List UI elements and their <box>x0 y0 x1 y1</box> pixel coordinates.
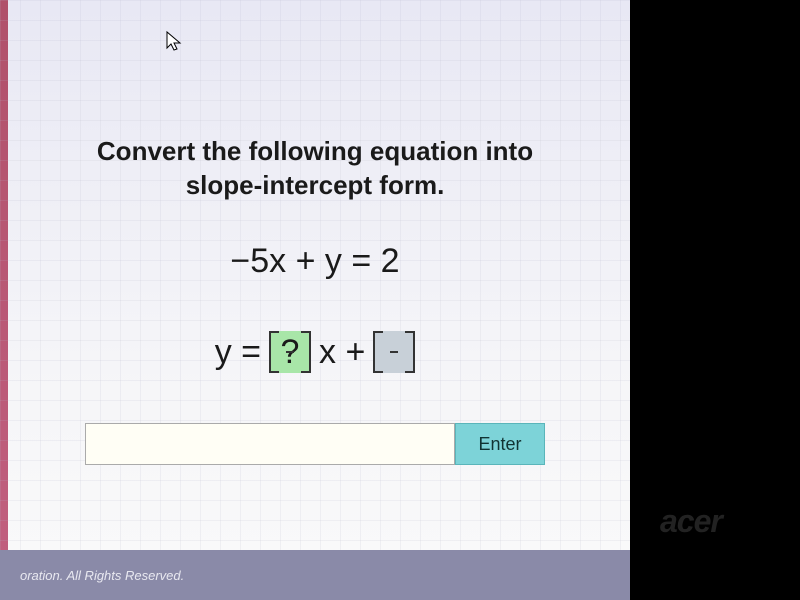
formula-middle: x + <box>319 333 365 372</box>
formula-prefix: y = <box>215 333 261 372</box>
input-row: Enter <box>85 423 545 465</box>
left-edge-decoration <box>0 0 8 600</box>
answer-input[interactable] <box>85 423 455 465</box>
given-equation: −5x + y = 2 <box>230 242 399 281</box>
instruction-line-2: slope-intercept form. <box>186 170 445 200</box>
footer-bar: oration. All Rights Reserved. <box>0 550 630 600</box>
problem-area: Convert the following equation into slop… <box>0 0 630 600</box>
slope-input-box[interactable]: ? <box>269 331 311 373</box>
slope-placeholder: ? <box>281 333 300 372</box>
acer-logo: acer <box>660 503 722 540</box>
mouse-cursor <box>165 30 185 59</box>
grid-background <box>0 0 630 600</box>
instruction-text: Convert the following equation into slop… <box>97 135 533 203</box>
intercept-input-box[interactable] <box>373 331 415 373</box>
instruction-line-1: Convert the following equation into <box>97 136 533 166</box>
enter-button[interactable]: Enter <box>455 423 545 465</box>
copyright-text: oration. All Rights Reserved. <box>20 568 184 583</box>
screen-bezel: acer <box>630 0 800 600</box>
answer-formula: y = ? x + <box>215 331 416 373</box>
